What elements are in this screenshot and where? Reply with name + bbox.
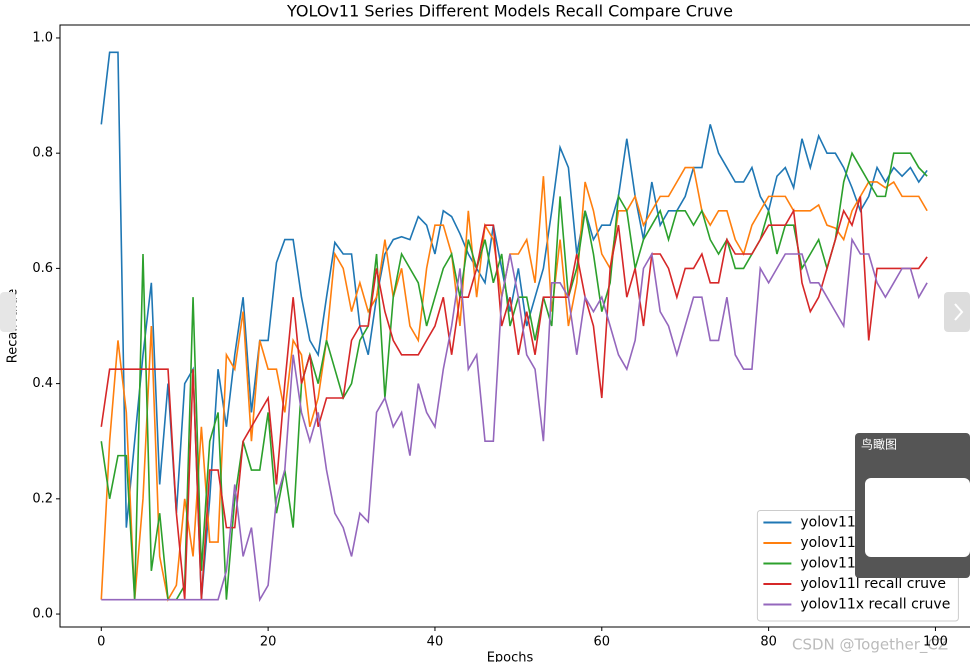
x-tick-label: 0: [97, 635, 105, 650]
x-tick-label: 60: [594, 635, 611, 650]
legend-label: yolov11x recall cruve: [800, 597, 950, 613]
next-arrow: [954, 303, 964, 321]
next-button[interactable]: [944, 292, 970, 332]
prev-button[interactable]: [0, 292, 16, 332]
minimap-title: 鸟瞰图: [861, 437, 897, 452]
legend-label: yolov11l recall cruve: [800, 576, 946, 592]
series-line: [100, 166, 928, 602]
y-tick-label: 0.8: [32, 146, 53, 161]
axes-frame: [59, 24, 970, 628]
y-tick-label: 0.2: [32, 491, 53, 506]
y-tick-label: 1.0: [32, 30, 53, 45]
chart-title: YOLOv11 Series Different Models Recall C…: [286, 2, 733, 21]
x-tick-label: 80: [760, 635, 777, 650]
y-tick-label: 0.6: [32, 261, 53, 276]
y-tick-label: 0.4: [32, 376, 53, 391]
watermark: CSDN @Together_CZ: [792, 636, 948, 655]
series-line: [100, 151, 928, 601]
x-tick-label: 100: [923, 635, 948, 650]
x-tick-label: 40: [427, 635, 444, 650]
series-line: [100, 196, 928, 600]
plot-area: [100, 51, 928, 603]
x-axis-label: Epochs: [487, 651, 534, 662]
x-tick-label: 20: [260, 635, 277, 650]
minimap-thumbnail: [865, 478, 970, 557]
series-line: [100, 51, 928, 600]
minimap: 鸟瞰图: [855, 433, 970, 578]
series-line: [101, 237, 928, 603]
y-tick-label: 0.0: [32, 607, 53, 622]
